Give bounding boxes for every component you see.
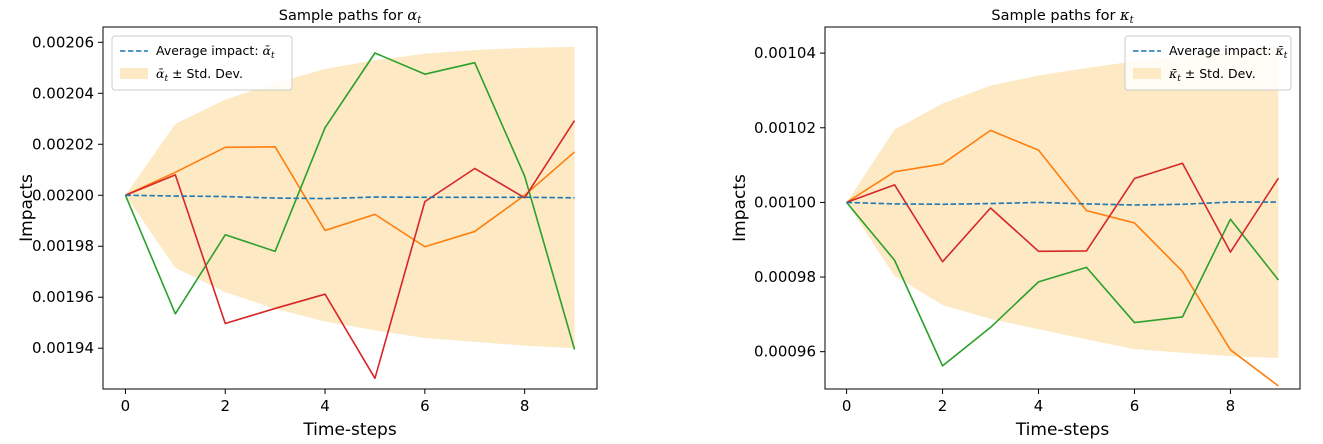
legend-mean-symbol: κ̄ [1275,43,1285,58]
chart-panel-2: 0 2 4 6 8 0.00096 0.00098 0.00100 0.00102 0.00104… [730,8,1301,440]
sample-path-line-3 [125,120,576,380]
legend-band-text: ± Std. Dev. [168,66,243,81]
sample-path-line-1 [125,146,576,248]
x-tick-label: 2 [938,397,948,415]
y-tick-label: 0.00202 [32,135,94,153]
legend-box [111,35,293,91]
y-tick-label: 0.00100 [754,193,816,211]
legend-mean-text: Average impact: [1169,43,1276,58]
x-tick-label: 6 [420,397,430,415]
chart-title-subscript: t [417,15,422,26]
x-tick-label: 8 [1226,397,1236,415]
sample-path-line-1 [846,129,1279,387]
x-tick-label: 2 [220,397,230,415]
legend-band-swatch [120,68,148,79]
legend-box [1124,35,1292,91]
chart-title-text: Sample paths for [991,8,1120,24]
x-axis-title: Time-steps [302,420,397,440]
legend-band-label: ᾱt ± Std. Dev. [156,66,243,84]
x-tick-label: 0 [842,397,852,415]
chart-title: Sample paths for κt [991,8,1134,26]
x-tick-label: 4 [1034,397,1044,415]
sample-path-line-3 [846,162,1280,263]
y-tick-label: 0.00104 [754,44,816,62]
legend-band-subscript: t [164,74,168,84]
legend-mean-text: Average impact: [156,43,263,58]
chart-title: Sample paths for αt [279,8,422,26]
x-tick-label: 0 [121,397,131,415]
legend-band-swatch [1133,68,1161,79]
legend-band-text: ± Std. Dev. [1181,66,1256,81]
chart-title-symbol: α [407,8,417,24]
y-tick-label: 0.00206 [32,33,94,51]
legend-band-symbol: κ̄ [1168,66,1178,81]
x-tick-label: 6 [1130,397,1140,415]
y-tick-label: 0.00200 [32,186,94,204]
axes-frame [824,26,1301,390]
y-tick-label: 0.00194 [32,339,94,357]
x-tick-label: 8 [520,397,530,415]
legend-band-label: κ̄t ± Std. Dev. [1168,66,1256,84]
y-tick-label: 0.00102 [754,119,816,137]
sample-path-line-2 [845,201,1280,367]
y-tick-label: 0.00096 [754,343,816,361]
axes-frame [102,26,598,390]
x-tick-label: 4 [320,397,330,415]
y-tick-label: 0.00204 [32,84,94,102]
std-dev-band [846,46,1279,359]
legend-mean-label: Average impact: κ̄t [1169,43,1288,61]
sample-path-line-2 [124,52,576,350]
average-impact-line [125,194,575,200]
legend-band-symbol: ᾱ [156,66,165,81]
chart-title-symbol: κ [1119,8,1130,24]
legend-mean-subscript: t [1284,51,1288,61]
x-axis-title: Time-steps [1015,420,1110,440]
chart-title-subscript: t [1130,15,1135,26]
legend-mean-label: Average impact: ᾱt [156,43,275,61]
chart-title-text: Sample paths for [279,8,408,24]
y-tick-label: 0.00196 [32,288,94,306]
y-tick-label: 0.00098 [754,268,816,286]
chart-panel-1: 0 2 4 6 8 0.00194 0.00196 0.00198 0.00200 0.00202… [17,8,598,440]
y-axis-title: Impacts [730,174,750,242]
legend-band-subscript: t [1177,74,1181,84]
legend-mean-symbol: ᾱ [263,43,272,58]
legend: Average impact: κ̄tκ̄t ± Std. Dev. [1124,35,1292,91]
y-axis-title: Impacts [17,174,37,242]
legend-mean-subscript: t [271,51,275,61]
y-tick-label: 0.00198 [32,237,94,255]
